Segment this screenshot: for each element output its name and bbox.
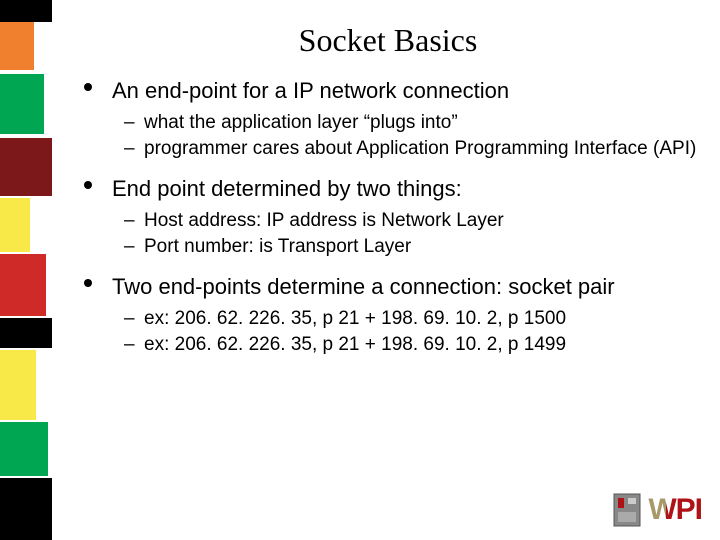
dash-icon: – [124,307,135,331]
sub-bullet-text: ex: 206. 62. 226. 35, p 21 + 198. 69. 10… [144,308,566,329]
sub-bullet-list: –ex: 206. 62. 226. 35, p 21 + 198. 69. 1… [124,307,698,358]
dash-icon: – [124,235,135,259]
sidebar-color-block [0,22,34,70]
sub-bullet-list: –Host address: IP address is Network Lay… [124,209,698,260]
sub-bullet-text: ex: 206. 62. 226. 35, p 21 + 198. 69. 10… [144,334,566,355]
bullet-level-2: –Port number: is Transport Layer [124,235,698,259]
dash-icon: – [124,137,135,161]
sub-bullet-text: programmer cares about Application Progr… [144,138,696,159]
sub-bullet-text: Host address: IP address is Network Laye… [144,210,504,231]
sidebar-color-block [0,74,44,134]
bullet-level-1: An end-point for a IP network connection [84,77,698,105]
bullet-text: Two end-points determine a connection: s… [112,273,698,301]
bullet-dot-icon [84,181,92,189]
bullet-text: An end-point for a IP network connection [112,77,698,105]
bullet-level-2: –ex: 206. 62. 226. 35, p 21 + 198. 69. 1… [124,333,698,357]
bullet-dot-icon [84,83,92,91]
slide-content: Socket Basics An end-point for a IP netw… [78,22,698,371]
bullet-level-2: –what the application layer “plugs into” [124,111,698,135]
bullet-level-2: –Host address: IP address is Network Lay… [124,209,698,233]
sub-bullet-text: what the application layer “plugs into” [144,112,458,133]
bullet-level-2: –ex: 206. 62. 226. 35, p 21 + 198. 69. 1… [124,307,698,331]
wpi-logo: WPI [610,490,702,530]
sidebar-color-block [0,478,52,540]
wpi-seal-icon [610,490,644,530]
dash-icon: – [124,333,135,357]
dash-icon: – [124,111,135,135]
sidebar-color-block [0,422,48,476]
bullet-text: End point determined by two things: [112,175,698,203]
dash-icon: – [124,209,135,233]
sidebar-color-block [0,350,36,420]
bullet-level-1: Two end-points determine a connection: s… [84,273,698,301]
sidebar-color-block [0,0,52,22]
sub-bullet-list: –what the application layer “plugs into”… [124,111,698,162]
bullet-level-2: –programmer cares about Application Prog… [124,137,698,161]
sidebar-color-block [0,254,46,316]
bullet-list: An end-point for a IP network connection… [84,77,698,357]
wpi-logo-text: WPI [648,493,702,527]
sidebar-color-block [0,138,52,196]
sub-bullet-text: Port number: is Transport Layer [144,236,411,257]
sidebar-color-block [0,318,52,348]
decorative-sidebar [0,0,52,540]
slide-title: Socket Basics [108,22,668,59]
bullet-dot-icon [84,279,92,287]
bullet-level-1: End point determined by two things: [84,175,698,203]
sidebar-color-block [0,198,30,252]
